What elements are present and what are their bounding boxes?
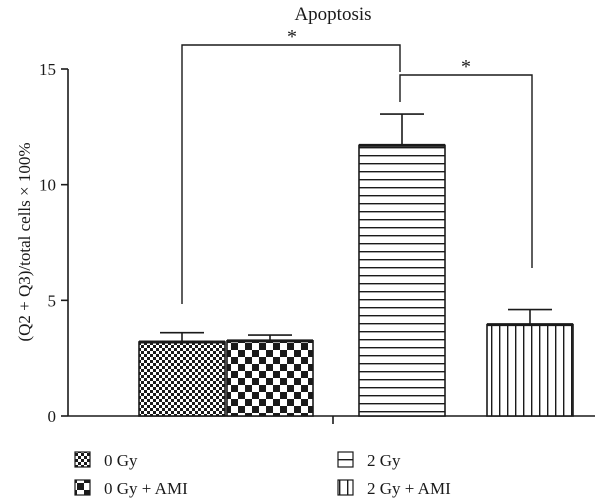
significance-brackets: ** (181, 26, 533, 304)
bar-1 (138, 341, 226, 417)
y-tick-label: 0 (48, 407, 57, 426)
legend-swatch-3 (337, 451, 354, 468)
significance-bracket-2 (399, 74, 533, 268)
legend-swatch-2 (74, 479, 91, 496)
chart-title: Apoptosis (294, 4, 371, 25)
legend: 0 Gy 0 Gy + AMI 2 Gy 2 Gy + AMI (74, 451, 451, 498)
bar-2 (226, 340, 314, 417)
y-ticks: 0 5 10 15 (39, 60, 68, 426)
legend-label-2: 0 Gy + AMI (104, 479, 188, 498)
y-tick-label: 15 (39, 60, 56, 79)
legend-swatch-1 (74, 451, 91, 468)
y-tick-label: 5 (48, 291, 57, 310)
bars (138, 143, 574, 417)
significance-bracket-1 (181, 44, 401, 304)
significance-star-2: * (461, 56, 471, 78)
significance-star-1: * (287, 26, 297, 48)
bar-3 (358, 144, 446, 417)
y-tick-label: 10 (39, 176, 56, 195)
y-axis-label: (Q2 + Q3)/total cells × 100% (15, 142, 34, 341)
legend-swatch-4 (337, 479, 354, 496)
legend-label-4: 2 Gy + AMI (367, 479, 451, 498)
legend-label-1: 0 Gy (104, 451, 138, 470)
error-bars (160, 113, 552, 342)
legend-label-3: 2 Gy (367, 451, 401, 470)
bar-4 (486, 323, 574, 417)
